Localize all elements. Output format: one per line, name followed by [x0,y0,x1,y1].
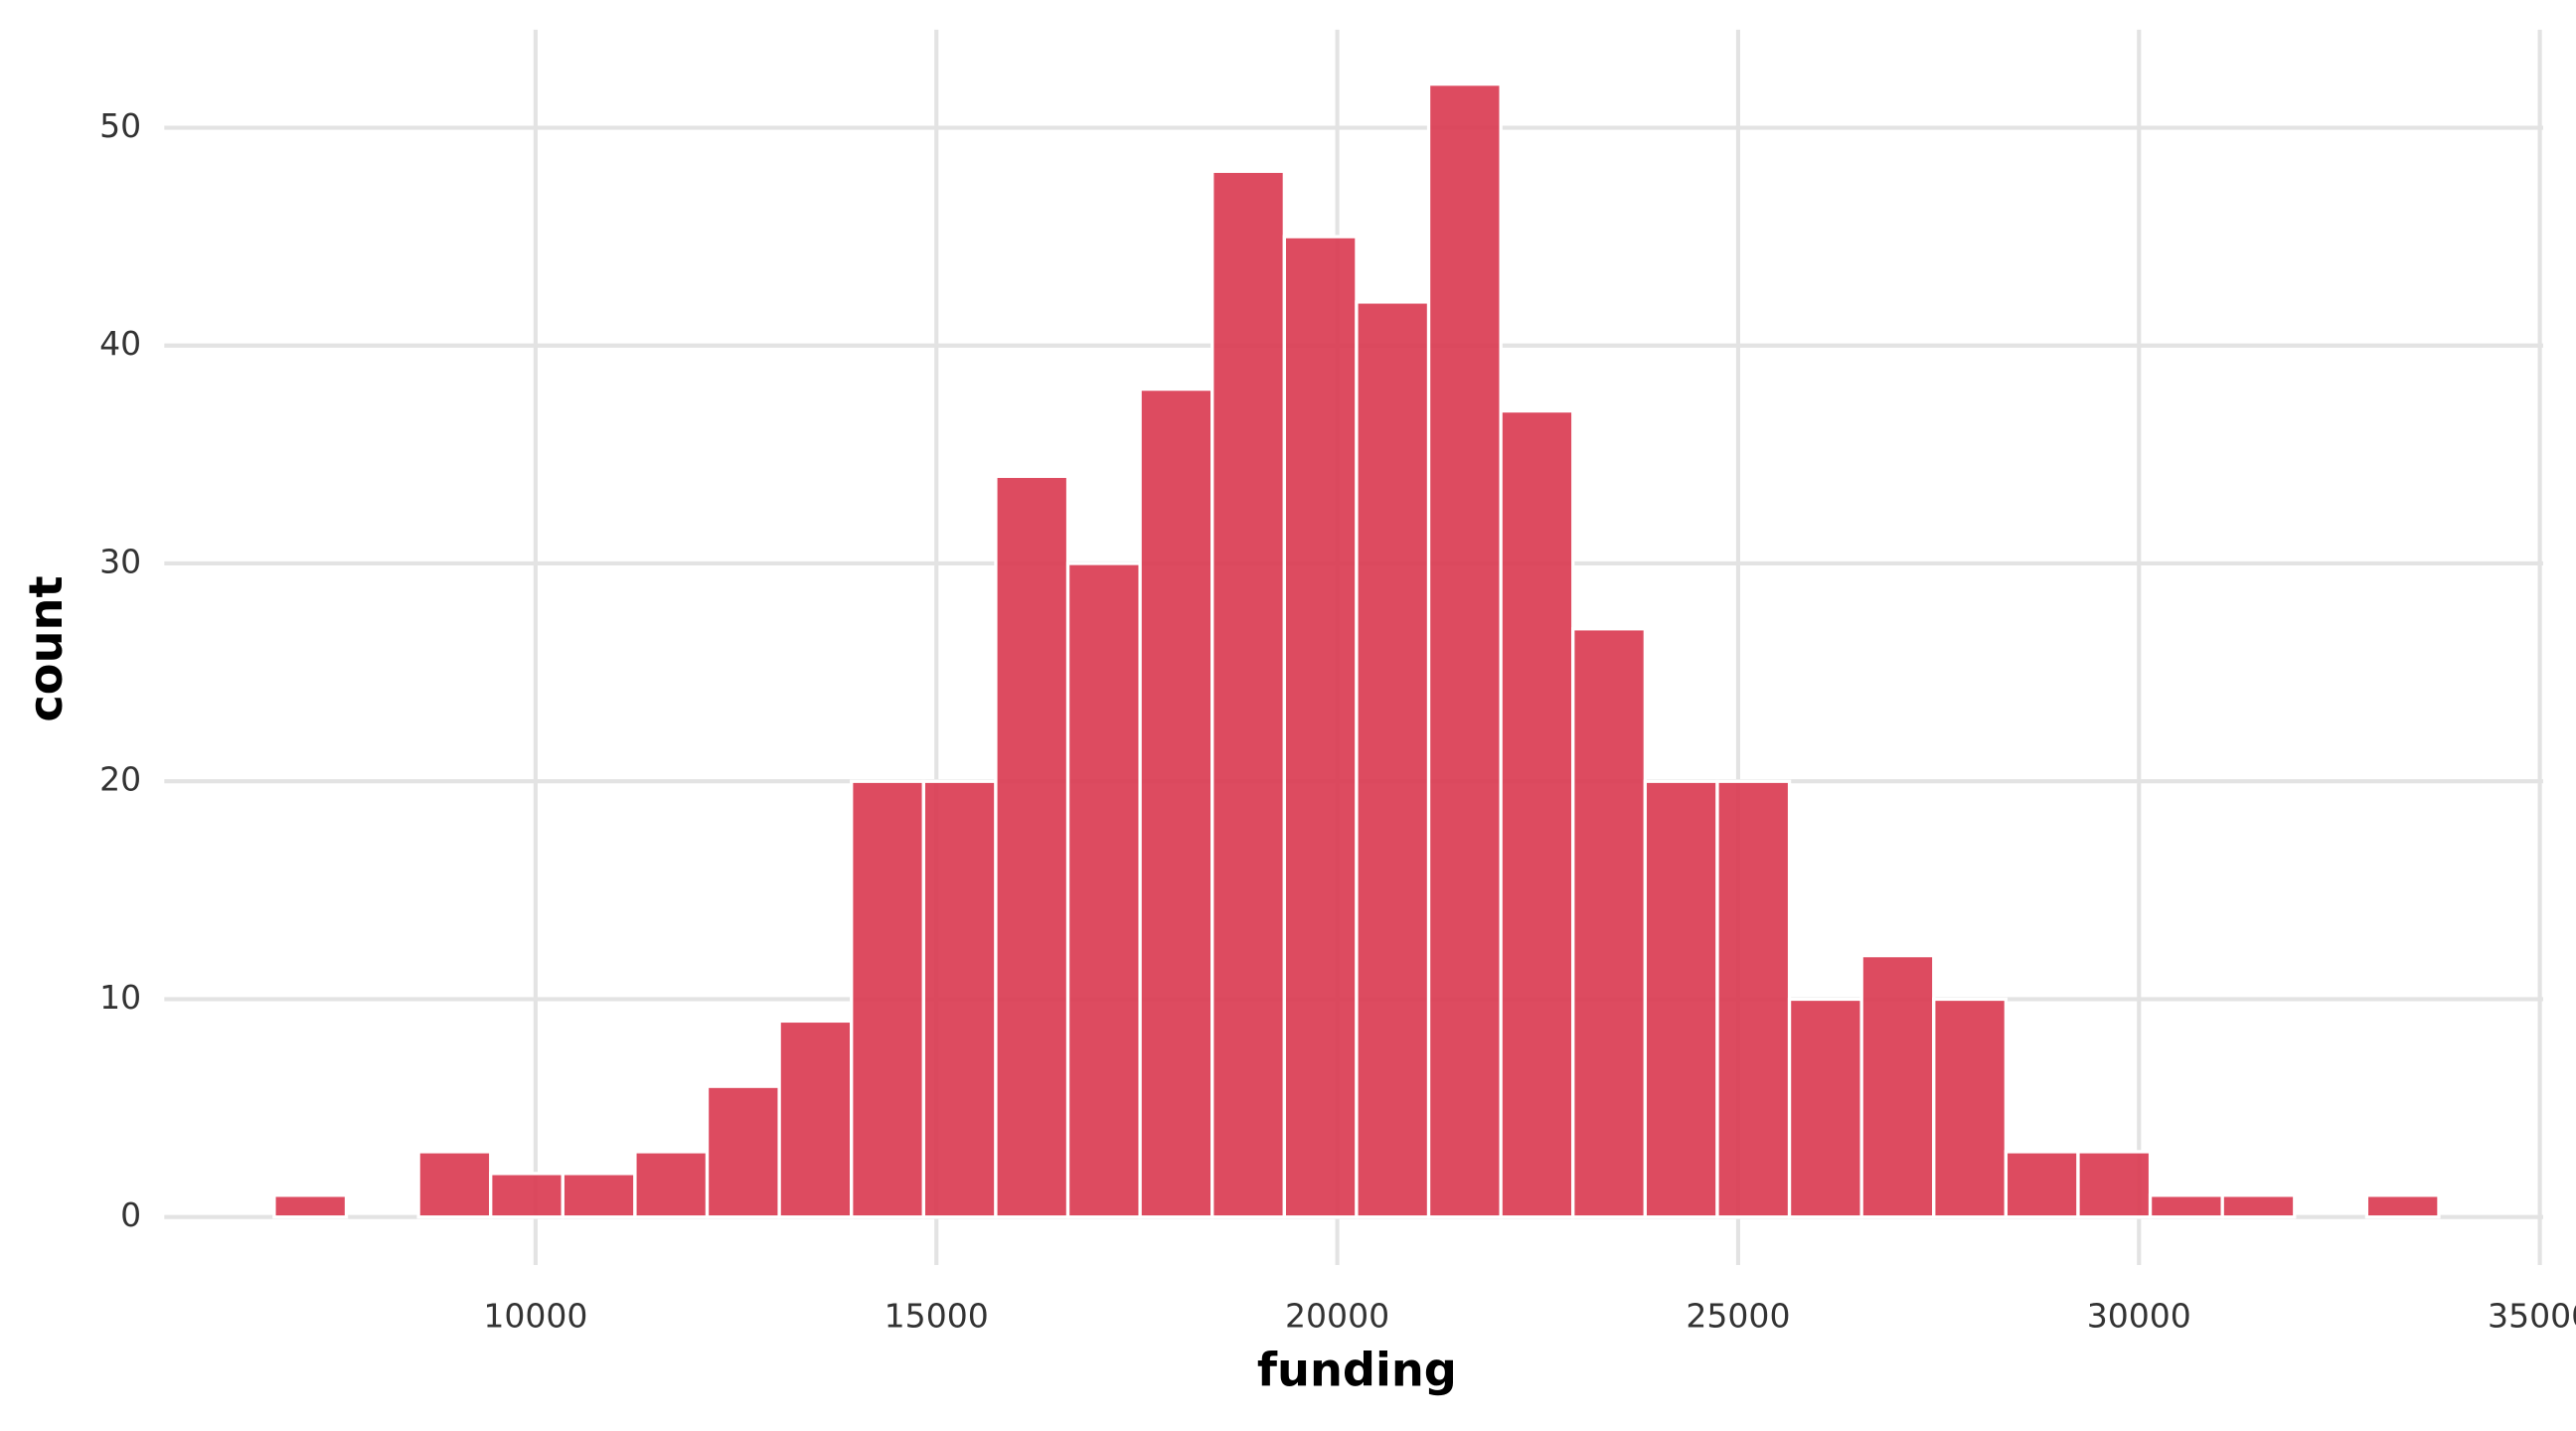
bar [1932,997,2009,1219]
bar [1138,387,1214,1219]
bar [921,779,998,1219]
bar [2220,1193,2297,1219]
bar [489,1172,564,1219]
bar [561,1172,637,1219]
y-axis-title: count [19,575,73,721]
x-tick-label: 20000 [1285,1296,1389,1335]
x-tick-label: 15000 [885,1296,989,1335]
y-tick-label: 0 [120,1195,141,1234]
bar [1859,953,1936,1219]
bar [1426,82,1503,1219]
bar [1715,779,1792,1219]
bar [1571,627,1648,1219]
bar [1499,408,1575,1219]
x-tick-label: 30000 [2087,1296,2191,1335]
bar [1065,561,1142,1219]
y-tick-label: 50 [99,106,141,145]
bar [777,1019,854,1219]
bar [1282,235,1359,1219]
y-tick-label: 20 [99,760,141,799]
x-tick-label: 35000 [2488,1296,2576,1335]
bar [2004,1150,2080,1219]
bar [416,1150,493,1219]
y-tick-label: 10 [99,978,141,1017]
x-axis-title: funding [1257,1344,1457,1397]
bar [994,474,1070,1219]
bar [850,779,925,1219]
bar [2148,1193,2224,1219]
y-tick-label: 40 [99,324,141,363]
bar [1355,300,1431,1219]
bar [1210,169,1286,1219]
bar [2364,1193,2441,1219]
y-tick-label: 30 [99,542,141,580]
bar [1643,779,1719,1219]
bar [705,1084,781,1219]
bar [1787,997,1863,1219]
x-tick-label: 25000 [1686,1296,1790,1335]
bar [272,1193,349,1219]
x-tick-label: 10000 [483,1296,587,1335]
bar [633,1150,710,1219]
bar [2076,1150,2153,1219]
